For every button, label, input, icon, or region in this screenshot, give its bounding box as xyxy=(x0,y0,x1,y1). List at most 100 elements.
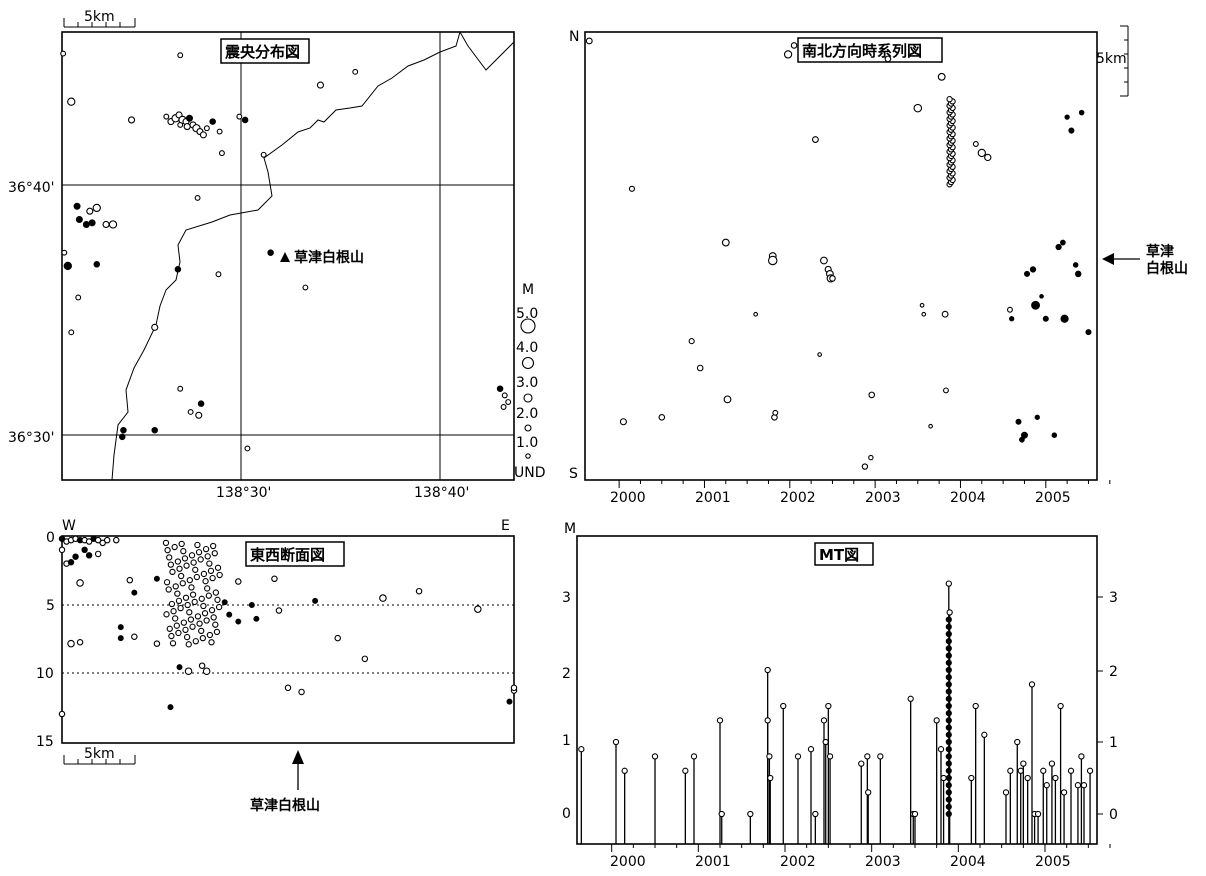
lat-label-30: 36°30' xyxy=(8,430,54,446)
ns-event-point-3 xyxy=(658,413,666,421)
mt-right-tick-1: 1 xyxy=(1109,735,1118,751)
ns-volcano-label-1: 草津 xyxy=(1146,243,1174,260)
ew-hypocenter-point-51 xyxy=(506,698,513,705)
mt-cluster-head-16 xyxy=(945,695,952,702)
ew-cluster-point-73 xyxy=(163,611,170,618)
mt-stem-head-11 xyxy=(766,753,773,760)
ns-event-point-28 xyxy=(921,311,927,317)
map-scale-label: 5km xyxy=(84,9,115,25)
mt-year-2000: 2000 xyxy=(610,854,646,870)
legend-header: M xyxy=(522,282,534,298)
ns-event-point-48 xyxy=(1055,243,1062,251)
ew-cluster-point-62 xyxy=(213,628,221,636)
ew-cluster-point-23 xyxy=(190,559,197,566)
ns-event-point-38 xyxy=(1015,418,1022,425)
ew-title-box xyxy=(245,541,345,567)
mt-stem-head-0 xyxy=(578,746,585,753)
ew-cluster-point-30 xyxy=(168,632,175,640)
ns-event-point-25 xyxy=(884,55,892,63)
legend-und: UND xyxy=(514,465,546,481)
ew-cluster-point-45 xyxy=(198,627,205,635)
mt-year-2005: 2005 xyxy=(1035,854,1071,870)
ns-event-point-33 xyxy=(972,141,979,147)
ns-title: 南北方向時系列図 xyxy=(802,42,922,60)
ew-cluster-point-39 xyxy=(186,609,193,616)
map-epicenter-point-39 xyxy=(75,294,82,301)
ew-cluster-point-41 xyxy=(172,615,179,622)
map-epicenter-point-18 xyxy=(209,118,216,125)
mt-cluster-head-19 xyxy=(945,674,952,681)
ns-volcano-arrow-icon xyxy=(1102,253,1114,265)
ew-hypocenter-point-31 xyxy=(176,664,183,671)
ew-cluster-point-66 xyxy=(185,641,192,648)
ew-cluster-point-75 xyxy=(203,617,210,624)
ns-event-point-34 xyxy=(977,148,986,158)
map-title: 震央分布図 xyxy=(225,43,300,61)
map-epicenter-point-29 xyxy=(75,215,83,223)
mt-m-label: M xyxy=(564,521,576,537)
mt-title-box xyxy=(814,542,874,566)
mt-stem-head-48 xyxy=(1052,774,1059,782)
ew-cluster-point-28 xyxy=(182,626,189,633)
lat-label-40: 36°40' xyxy=(8,180,54,196)
mt-stem-head-20 xyxy=(826,753,834,760)
ns-event-point-23 xyxy=(868,454,874,461)
ew-hypocenter-point-22 xyxy=(58,710,66,718)
ew-hypocenter-point-36 xyxy=(226,611,233,618)
ew-hypocenter-point-29 xyxy=(153,640,161,647)
ew-hypocenter-point-21 xyxy=(76,639,84,646)
mt-stem-head-38 xyxy=(1014,738,1021,746)
mt-title: MT図 xyxy=(819,546,859,564)
ew-cluster-point-15 xyxy=(192,638,199,645)
mt-cluster-head-5 xyxy=(945,774,952,782)
ns-event-point-42 xyxy=(1029,266,1037,273)
ew-cluster-point-53 xyxy=(195,549,203,556)
mt-stem-head-18 xyxy=(822,738,829,746)
legend-40: 4.0 xyxy=(516,340,538,356)
ew-hypocenter-point-42 xyxy=(275,607,283,614)
map-volcano-label: 草津白根山 xyxy=(294,249,364,266)
mt-stem-head-21 xyxy=(858,760,865,767)
ew-cluster-point-4 xyxy=(188,552,196,559)
ns-event-point-37 xyxy=(1009,316,1015,322)
depth-tick-5: 5 xyxy=(46,598,55,614)
ns-event-point-31 xyxy=(941,310,949,318)
ew-hypocenter-point-44 xyxy=(298,688,305,696)
map-epicenter-point-32 xyxy=(102,220,110,229)
ew-cluster-point-34 xyxy=(194,541,201,549)
depth-tick-0: 0 xyxy=(46,530,55,546)
ew-cluster-point-10 xyxy=(200,570,208,578)
ew-cluster-point-17 xyxy=(178,540,185,548)
ns-event-point-52 xyxy=(1068,127,1075,134)
mt-right-tick-0: 0 xyxy=(1109,807,1118,823)
ew-cluster-point-71 xyxy=(177,604,184,612)
legend-20: 2.0 xyxy=(516,406,538,422)
ew-hypocenter-point-40 xyxy=(253,615,260,622)
map-epicenter-point-37 xyxy=(93,261,101,268)
legend-30: 3.0 xyxy=(516,375,538,391)
ns-event-point-12 xyxy=(772,409,779,416)
legend-symbol-30 xyxy=(523,393,533,403)
ns-time-axis: 2000 2001 2002 2003 2004 2005 xyxy=(610,480,1111,506)
ns-event-point-36 xyxy=(1007,306,1013,313)
ew-hypocenter-point-28 xyxy=(153,575,160,582)
ew-hypocenter-point-45 xyxy=(312,597,319,604)
map-title-box xyxy=(220,38,310,64)
ns-event-point-8 xyxy=(753,311,759,317)
ew-cluster-point-77 xyxy=(189,623,196,630)
ew-cluster-point-19 xyxy=(164,546,171,554)
mt-stem-head-33 xyxy=(968,774,975,782)
map-epicenter-point-41 xyxy=(151,323,159,331)
ns-event-point-47 xyxy=(1051,432,1058,438)
map-epicenter-point-48 xyxy=(187,409,194,415)
ns-event-point-30 xyxy=(937,72,946,81)
ew-hypocenter-point-15 xyxy=(72,553,79,560)
mt-frame xyxy=(576,535,1098,845)
mt-stem-head-2 xyxy=(621,767,628,774)
map-panel: 5km 36°40' 36°30' 138°30' 138°40' 震央分布図 … xyxy=(8,9,546,501)
mt-cluster-head-27 xyxy=(945,616,952,623)
map-epicenter-point-27 xyxy=(86,207,94,215)
ns-event-point-56 xyxy=(1085,329,1092,336)
mt-stems xyxy=(578,580,1094,844)
ns-event-point-4 xyxy=(688,338,695,345)
